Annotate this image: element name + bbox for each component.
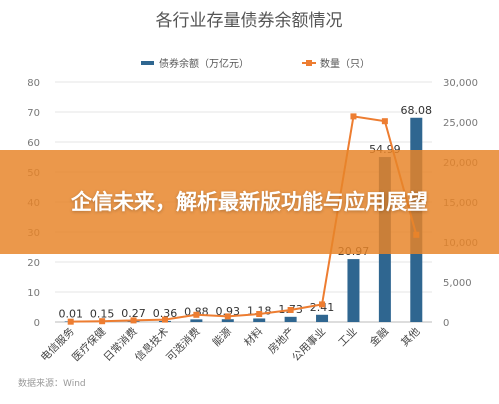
legend-line-marker — [306, 60, 312, 66]
x-category-label: 日常消费 — [101, 325, 140, 364]
bar — [190, 319, 203, 322]
left-axis-tick-label: 10 — [27, 288, 40, 299]
bar-data-labels: 0.010.150.270.360.880.931.181.732.4120.9… — [58, 104, 432, 321]
bar — [221, 319, 234, 322]
x-category-label: 公用事业 — [289, 325, 328, 364]
line-marker — [193, 311, 200, 318]
bar-data-label: 0.01 — [58, 307, 83, 320]
chart-title: 各行业存量债券余额情况 — [156, 11, 343, 31]
line-marker — [319, 301, 326, 308]
left-axis-tick-label: 20 — [27, 258, 40, 269]
x-category-label: 材料 — [241, 325, 265, 349]
left-axis-tick-label: 70 — [27, 108, 40, 119]
bar — [316, 314, 329, 322]
x-category-label: 工业 — [336, 326, 359, 349]
x-category-label: 房地产 — [265, 325, 296, 356]
legend-bar-label: 债券余额（万亿元） — [159, 57, 249, 70]
x-category-label: 能源 — [210, 325, 234, 349]
legend: 债券余额（万亿元） 数量（只） — [141, 57, 370, 70]
left-axis-tick-label: 80 — [27, 78, 40, 89]
bar — [284, 316, 297, 322]
line-marker — [67, 318, 74, 325]
line-marker — [350, 113, 357, 120]
right-axis-tick-label: 0 — [443, 318, 449, 329]
x-category-label: 其他 — [398, 325, 422, 349]
bar — [347, 259, 360, 322]
legend-line-label: 数量（只） — [320, 57, 370, 70]
legend-bar-swatch — [141, 61, 154, 65]
bar-data-label: 0.15 — [90, 307, 115, 320]
bar-data-label: 0.27 — [121, 307, 146, 320]
line-marker — [130, 317, 137, 324]
overlay-banner: 企信未来，解析最新版功能与应用展望 — [0, 150, 499, 254]
line-marker — [256, 311, 263, 317]
left-axis-tick-label: 0 — [34, 318, 40, 329]
right-axis-tick-label: 30,000 — [443, 78, 478, 89]
right-axis-tick-label: 5,000 — [443, 278, 472, 289]
banner-title: 企信未来，解析最新版功能与应用展望 — [71, 190, 428, 214]
line-marker — [381, 118, 388, 125]
bar-data-label: 68.08 — [401, 104, 433, 117]
x-category-label: 金融 — [367, 325, 391, 349]
right-axis-tick-label: 25,000 — [443, 118, 478, 129]
bar-data-label: 0.36 — [153, 307, 178, 320]
source-note: 数据来源：Wind — [18, 377, 86, 389]
line-marker — [99, 318, 106, 325]
left-axis-tick-label: 60 — [27, 138, 40, 149]
line-marker — [161, 316, 168, 323]
line-marker — [224, 313, 231, 320]
line-marker — [287, 307, 294, 313]
line-path — [70, 115, 418, 323]
x-category-label: 可选消费 — [164, 325, 203, 364]
bar — [253, 318, 266, 322]
